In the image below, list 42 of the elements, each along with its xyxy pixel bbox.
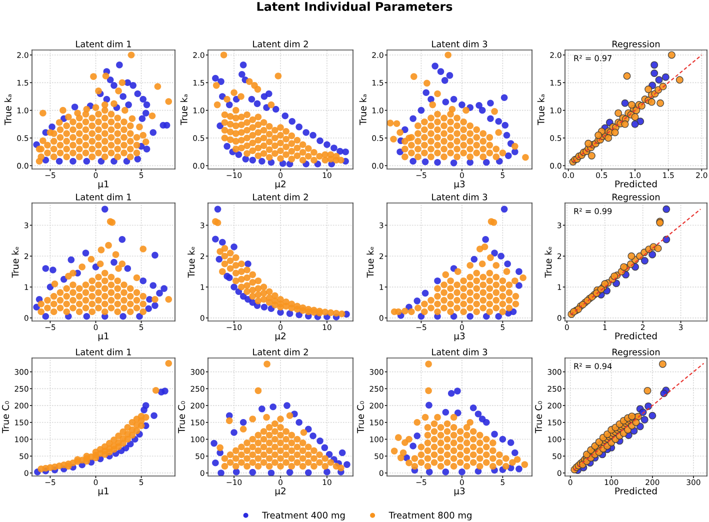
chart-title: Regression (612, 193, 660, 202)
legend-label: Treatment 800 mg (388, 512, 472, 520)
text: Latent Individual Parameters (257, 2, 452, 11)
y-axis-title: True kₑ (544, 246, 552, 278)
x-axis-title: μ1 (98, 488, 108, 496)
chart-title: Latent dim 1 (76, 193, 131, 200)
y-axis-title: True C₀ (357, 401, 364, 434)
y-axis-title: True kₑ (12, 246, 19, 278)
chart-title: Latent dim 2 (253, 193, 308, 200)
annotation: R² = 0.97 (574, 55, 612, 62)
x-axis-title: μ2 (275, 180, 286, 190)
chart-title: Latent dim 3 (432, 40, 488, 48)
chart-title: Latent dim 3 (432, 193, 488, 200)
chart-title: Latent dim 2 (253, 348, 308, 356)
y-axis-title: True kₐ (180, 94, 188, 126)
y-axis-title: True kₑ (366, 246, 374, 278)
chart-title: Regression (612, 348, 660, 358)
y-axis-title: True kₐ (4, 94, 12, 126)
chart-title: Latent dim 1 (76, 348, 131, 356)
x-axis-title: μ2 (275, 332, 286, 342)
x-axis-title: Predicted (615, 180, 657, 188)
chart-title: Latent dim 3 (432, 348, 488, 356)
y-axis-title: True C₀ (535, 401, 542, 434)
annotation: R² = 0.94 (574, 363, 612, 370)
x-axis-title: μ3 (454, 332, 465, 342)
chart-title: Latent dim 1 (76, 40, 131, 48)
x-axis-title: μ2 (275, 487, 286, 496)
x-axis-title: μ3 (454, 180, 465, 190)
y-axis-title: True C₀ (2, 401, 9, 434)
x-axis-title: μ3 (454, 487, 465, 496)
x-axis-title: μ1 (98, 180, 108, 190)
chart-title: Regression (612, 40, 660, 50)
legend-label: Treatment 400 mg (262, 512, 345, 520)
y-axis-title: True kₐ (537, 94, 544, 126)
y-axis-title: True kₑ (188, 246, 195, 278)
x-axis-title: Predicted (615, 332, 657, 340)
x-axis-title: Predicted (615, 487, 657, 494)
chart-title: Latent dim 2 (253, 40, 308, 48)
x-axis-title: μ1 (98, 332, 108, 342)
y-axis-title: True C₀ (178, 401, 185, 434)
annotation: R² = 0.99 (574, 208, 612, 214)
y-axis-title: True kₐ (359, 94, 366, 126)
